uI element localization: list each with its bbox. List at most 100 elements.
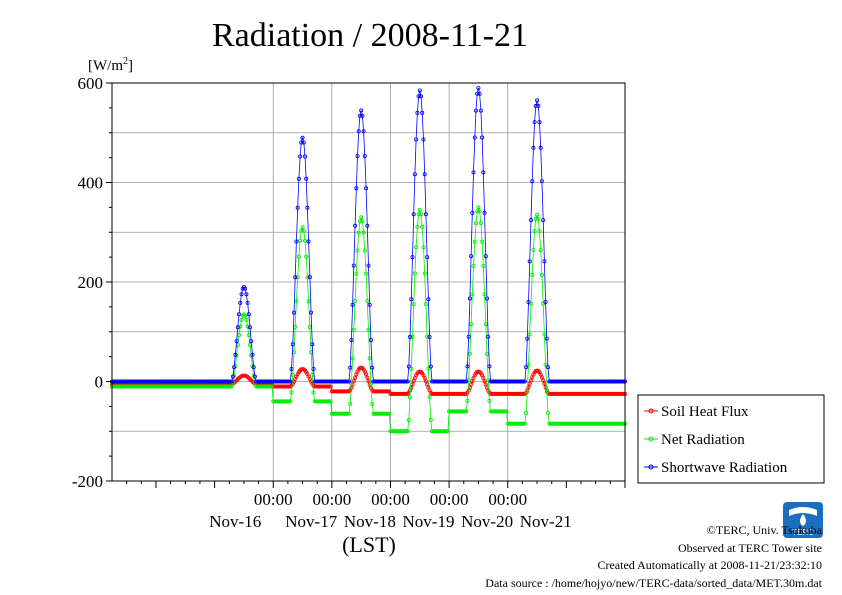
series-point-0 [384, 389, 389, 394]
y-tick-label: 0 [95, 373, 104, 392]
series-point-2 [373, 379, 378, 384]
credit-source: Data source : /home/hojyo/new/TERC-data/… [485, 575, 822, 590]
series-line-1 [112, 206, 625, 432]
series-point-0 [448, 391, 453, 396]
series-point-1 [522, 421, 527, 426]
series-point-1 [296, 254, 301, 259]
series-point-1 [362, 248, 367, 253]
series-point-2 [327, 379, 332, 384]
series-point-2 [291, 310, 296, 315]
series-point-1 [348, 401, 353, 406]
series-point-2 [295, 205, 300, 210]
series-point-1 [123, 384, 128, 389]
series-point-0 [566, 391, 571, 396]
series-point-2 [289, 366, 294, 371]
series-point-1 [470, 292, 475, 297]
series-point-2 [488, 379, 493, 384]
series-point-1 [199, 384, 204, 389]
series-point-1 [184, 384, 189, 389]
series-point-1 [543, 362, 548, 367]
series-point-1 [301, 228, 306, 233]
series-point-2 [142, 379, 147, 384]
legend-box [637, 394, 825, 484]
series-point-2 [529, 218, 534, 223]
series-point-2 [247, 325, 252, 330]
series-point-2 [492, 379, 497, 384]
series-point-1 [172, 384, 177, 389]
series-point-1 [422, 271, 427, 276]
series-point-1 [471, 263, 476, 268]
series-point-0 [596, 391, 601, 396]
series-point-1 [217, 384, 222, 389]
series-point-1 [445, 429, 450, 434]
series-point-2 [612, 379, 617, 384]
series-point-1 [294, 299, 299, 304]
series-point-2 [349, 338, 354, 343]
series-point-2 [210, 379, 215, 384]
series-point-1 [456, 409, 461, 414]
series-point-1 [280, 399, 285, 404]
series-point-0 [585, 391, 590, 396]
series-point-2 [536, 103, 541, 108]
series-point-0 [280, 384, 285, 389]
series-point-2 [150, 379, 155, 384]
series-point-2 [167, 379, 172, 384]
series-point-2 [524, 365, 529, 370]
series-point-0 [409, 385, 414, 390]
series-point-2 [484, 296, 489, 301]
series-point-1 [557, 421, 562, 426]
series-point-1 [563, 421, 568, 426]
series-point-1 [202, 384, 207, 389]
series-point-0 [597, 391, 602, 396]
series-point-2 [411, 212, 416, 217]
series-point-2 [574, 379, 579, 384]
series-point-1 [401, 429, 406, 434]
series-point-2 [406, 364, 411, 369]
series-point-1 [263, 384, 268, 389]
series-point-2 [525, 336, 530, 341]
series-point-1 [492, 409, 497, 414]
series-point-0 [590, 391, 595, 396]
series-point-0 [373, 389, 378, 394]
series-point-0 [560, 391, 565, 396]
series-point-0 [401, 391, 406, 396]
series-point-2 [579, 379, 584, 384]
series-point-1 [514, 421, 519, 426]
x-axis: 00:00 Nov-17 00:00 Nov-18 00:00 Nov-19 00:00 No… [126, 481, 626, 531]
series-point-1 [190, 384, 195, 389]
series-point-0 [612, 391, 617, 396]
series-point-2 [153, 379, 158, 384]
series-point-1 [201, 384, 206, 389]
series-point-2 [366, 263, 371, 268]
series-point-0 [333, 389, 338, 394]
series-point-1 [412, 271, 417, 276]
series-point-1 [158, 384, 163, 389]
x-tick-time: 00:00 [254, 490, 293, 509]
x-tick-time: 00:00 [312, 490, 351, 509]
series-point-1 [488, 409, 493, 414]
series-point-1 [384, 411, 389, 416]
series-point-2 [588, 379, 593, 384]
series-point-1 [498, 409, 503, 414]
series-point-1 [134, 384, 139, 389]
series-point-2 [296, 176, 301, 181]
series-point-1 [206, 384, 211, 389]
series-point-2 [577, 379, 582, 384]
series-point-2 [250, 352, 255, 357]
legend: Soil Heat Flux Net Radiation Shortwave Rad… [637, 394, 825, 484]
series-point-1 [440, 429, 445, 434]
series-point-1 [156, 384, 161, 389]
series-point-1 [178, 384, 183, 389]
series-point-0 [619, 391, 624, 396]
series-point-1 [283, 399, 288, 404]
series-point-1 [366, 327, 371, 332]
series-point-2 [396, 379, 401, 384]
series-point-1 [147, 384, 152, 389]
series-point-1 [411, 302, 416, 307]
series-point-1 [487, 398, 492, 403]
series-point-2 [403, 379, 408, 384]
legend-entry: Shortwave Radiation [661, 460, 788, 476]
terc-logo: TERC [783, 502, 823, 538]
series-point-2 [360, 113, 365, 118]
series-point-0 [443, 391, 448, 396]
